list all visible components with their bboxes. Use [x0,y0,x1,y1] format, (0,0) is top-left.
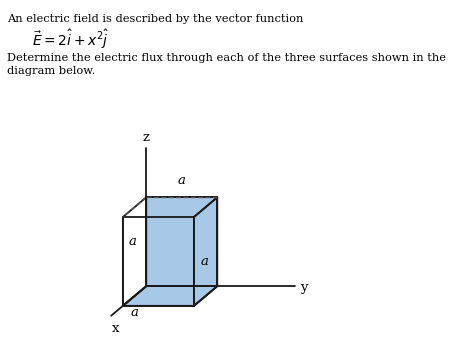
Text: a: a [131,306,138,319]
Polygon shape [123,197,146,306]
Polygon shape [146,197,217,286]
Polygon shape [123,286,217,306]
Text: x: x [112,321,119,335]
Text: An electric field is described by the vector function: An electric field is described by the ve… [7,14,303,24]
Text: a: a [178,175,186,187]
Text: Determine the electric flux through each of the three surfaces shown in the: Determine the electric flux through each… [7,53,446,63]
Text: a: a [201,255,209,268]
Text: diagram below.: diagram below. [7,66,95,76]
Text: a: a [128,235,136,248]
Text: y: y [300,281,307,294]
Text: $\vec{E} = 2\hat{i} + x^2\hat{j}$: $\vec{E} = 2\hat{i} + x^2\hat{j}$ [32,28,109,51]
Polygon shape [194,197,217,306]
Text: z: z [143,130,150,144]
